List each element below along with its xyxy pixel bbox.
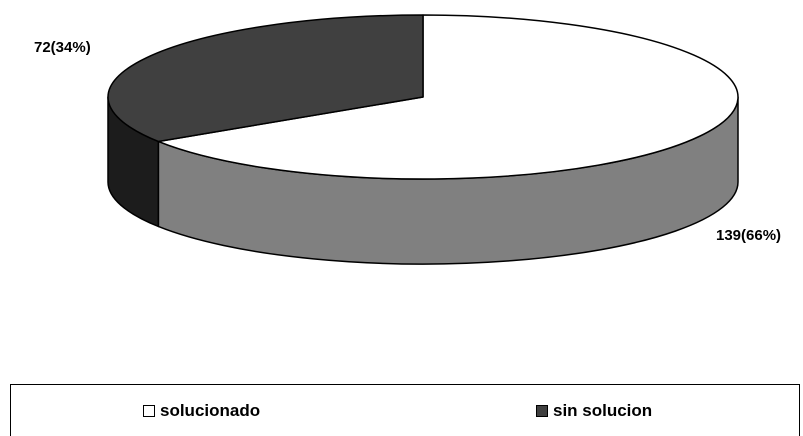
legend: solucionado sin solucion — [10, 384, 800, 436]
legend-swatch-solucionado — [143, 405, 155, 417]
pie-slice-solucionado — [157, 14, 739, 180]
data-label-solucionado: 139(66%) — [716, 227, 781, 244]
data-label-sin-solucion: 72(34%) — [34, 39, 91, 56]
pie-tops — [107, 14, 739, 180]
legend-label-solucionado: solucionado — [160, 401, 261, 420]
pie-slice-sin-solucion — [107, 14, 424, 143]
legend-swatch-sin-solucion — [536, 405, 548, 417]
legend-label-sin-solucion: sin solucion — [553, 401, 653, 420]
legend-item-sin-solucion: sin solucion — [536, 401, 652, 421]
legend-item-solucionado: solucionado — [143, 401, 260, 421]
